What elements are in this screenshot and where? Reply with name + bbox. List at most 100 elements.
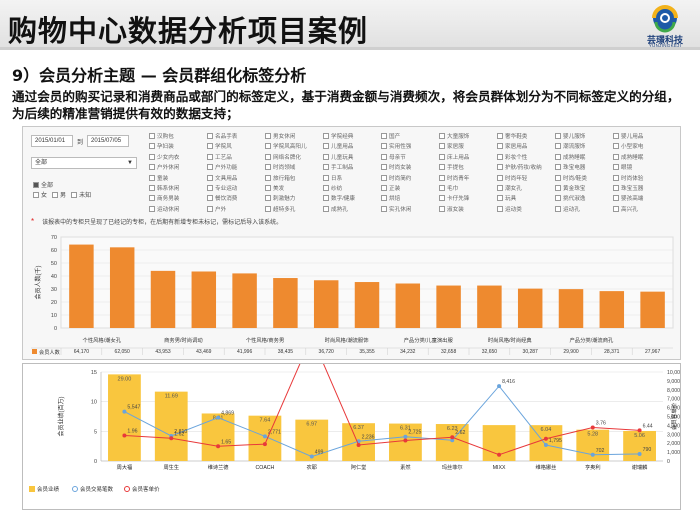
tag-checkbox[interactable]: 国产 [381, 132, 400, 140]
date-to-input[interactable]: 2015/07/05 [87, 135, 129, 147]
tag-label: 时尚简约 [389, 175, 412, 182]
tag-checkbox[interactable]: 正装 [381, 184, 400, 192]
tag-label: 珠宝电器 [563, 165, 586, 172]
tag-checkbox[interactable]: 家居用品 [497, 142, 527, 150]
tag-checkbox[interactable]: 大童服饰 [439, 132, 469, 140]
tag-checkbox[interactable]: 时尚简约 [381, 174, 411, 182]
bar [640, 291, 665, 328]
tag-checkbox[interactable]: 文具用品 [207, 174, 237, 182]
tag-checkbox-grid: 汉购包 名品手表 男女休闲 学院经典 国产 大童服饰 奢华鞋类 婴儿服饰 婴儿用品孕妇装 学院风 学… [149, 129, 679, 223]
tag-checkbox[interactable]: 时尚/鞋类 [555, 174, 587, 182]
tag-checkbox[interactable]: 婴儿服饰 [555, 132, 585, 140]
tag-checkbox[interactable]: 儿童玩具 [323, 153, 353, 161]
tag-checkbox[interactable]: 美发 [265, 184, 284, 192]
checkbox-icon [497, 174, 503, 181]
tag-checkbox[interactable]: 黄金珠宝 [555, 184, 585, 192]
tag-checkbox[interactable]: 少女内衣 [149, 153, 179, 161]
gender-female[interactable]: 女 [41, 193, 48, 199]
tag-checkbox[interactable]: 纱纺 [323, 184, 342, 192]
tag-checkbox[interactable]: 工艺品 [207, 153, 232, 161]
tag-checkbox[interactable]: 卡仔先锋 [439, 194, 469, 202]
tag-checkbox[interactable]: 名品手表 [207, 132, 237, 140]
tag-checkbox[interactable]: 网络名牌化 [265, 153, 301, 161]
tag-label: 潮流服饰 [563, 144, 586, 151]
tag-checkbox[interactable]: 孕妇装 [149, 142, 174, 150]
tag-checkbox[interactable]: 玩具 [497, 194, 516, 202]
tag-label: 婴孩高端 [621, 196, 644, 203]
avg-price-point [262, 442, 267, 447]
tag-checkbox[interactable]: 高兴孔 [613, 205, 638, 213]
tag-checkbox[interactable]: 时尚领域 [265, 163, 295, 171]
transactions-label: 2,810 [174, 429, 187, 435]
tag-checkbox[interactable]: 手工制品 [323, 163, 353, 171]
tag-label: 超特多孔 [273, 206, 296, 213]
gender-male[interactable]: 男 [60, 193, 67, 199]
tag-checkbox[interactable]: 日系 [323, 174, 342, 182]
tag-checkbox[interactable]: 护肤/药妆/收纳 [497, 163, 542, 171]
tag-checkbox[interactable]: 户外功能 [207, 163, 237, 171]
transactions-label: 2,236 [362, 434, 375, 440]
tag-checkbox[interactable]: 韩系休闲 [149, 184, 179, 192]
all-checkbox[interactable]: 全部 [33, 180, 53, 189]
tag-checkbox[interactable]: 小型家电 [613, 142, 643, 150]
tag-checkbox[interactable]: 时尚青年 [439, 174, 469, 182]
tag-checkbox[interactable]: 学院经典 [323, 132, 353, 140]
tag-checkbox[interactable]: 成熟睡眠 [555, 153, 585, 161]
tag-checkbox[interactable]: 彩妆个性 [497, 153, 527, 161]
gender-unknown[interactable]: 未知 [79, 193, 92, 199]
tag-checkbox[interactable]: 运动休闲 [149, 205, 179, 213]
tag-checkbox[interactable]: 手提包 [439, 163, 464, 171]
tag-checkbox[interactable]: 眼镜 [613, 163, 632, 171]
tag-checkbox[interactable]: 珠宝玉器 [613, 184, 643, 192]
tag-checkbox[interactable]: 婴儿用品 [613, 132, 643, 140]
tag-checkbox[interactable]: 户外 [207, 205, 226, 213]
tag-checkbox[interactable]: 实孔休闲 [381, 205, 411, 213]
tag-checkbox[interactable]: 童装 [149, 174, 168, 182]
checkbox-icon [207, 174, 213, 181]
tag-checkbox[interactable]: 淑女装 [439, 205, 464, 213]
tag-checkbox[interactable]: 运动孔 [555, 205, 580, 213]
tag-checkbox[interactable]: 餐饮消费 [207, 194, 237, 202]
transactions-label: 2,725 [408, 430, 421, 436]
tag-checkbox[interactable]: 挑代淑逸 [555, 194, 585, 202]
date-from-input[interactable]: 2015/01/01 [31, 135, 73, 147]
tag-checkbox[interactable]: 学院风 [207, 142, 232, 150]
checkbox-icon [381, 195, 387, 202]
tag-checkbox[interactable]: 烘焙 [381, 194, 400, 202]
bar [477, 285, 502, 328]
tag-checkbox[interactable]: 家居服 [439, 142, 464, 150]
tag-checkbox[interactable]: 数字/健康 [323, 194, 355, 202]
tag-label: 家居服 [447, 144, 464, 151]
tag-checkbox[interactable]: 户外休闲 [149, 163, 179, 171]
tag-checkbox[interactable]: 实用性强 [381, 142, 411, 150]
tag-checkbox[interactable]: 毛巾 [439, 184, 458, 192]
scope-select[interactable]: 全部 ▼ [31, 157, 137, 169]
bar [109, 247, 135, 328]
tag-checkbox[interactable]: 男女休闲 [265, 132, 295, 140]
tag-checkbox[interactable]: 成熟孔 [323, 205, 348, 213]
tag-checkbox[interactable]: 超特多孔 [265, 205, 295, 213]
checkbox-icon [439, 174, 445, 181]
tag-checkbox[interactable]: 潮女孔 [497, 184, 522, 192]
tag-checkbox[interactable]: 旅行箱包 [265, 174, 295, 182]
tag-checkbox[interactable]: 商务男装 [149, 194, 179, 202]
tag-checkbox[interactable]: 学院风高阳儿 [265, 142, 307, 150]
tag-checkbox[interactable]: 时尚女装 [381, 163, 411, 171]
checkbox-icon [613, 153, 619, 160]
tag-checkbox[interactable]: 床上用品 [439, 153, 469, 161]
tag-checkbox[interactable]: 珠宝电器 [555, 163, 585, 171]
tag-checkbox[interactable]: 时尚体验 [613, 174, 643, 182]
tag-checkbox[interactable]: 奢华鞋类 [497, 132, 527, 140]
tag-checkbox[interactable]: 运动类 [497, 205, 522, 213]
tag-checkbox[interactable]: 儿童用品 [323, 142, 353, 150]
tag-checkbox[interactable]: 汉购包 [149, 132, 174, 140]
tag-checkbox[interactable]: 婴孩高端 [613, 194, 643, 202]
transactions-line [124, 385, 640, 458]
tag-checkbox[interactable]: 潮流服饰 [555, 142, 585, 150]
y-axis-label: 会员业绩(百万) [57, 397, 65, 437]
tag-checkbox[interactable]: 时尚年轻 [497, 174, 527, 182]
tag-checkbox[interactable]: 刺激魅力 [265, 194, 295, 202]
tag-checkbox[interactable]: 母亲节 [381, 153, 406, 161]
tag-checkbox[interactable]: 成熟睡眠 [613, 153, 643, 161]
tag-checkbox[interactable]: 专业运动 [207, 184, 237, 192]
